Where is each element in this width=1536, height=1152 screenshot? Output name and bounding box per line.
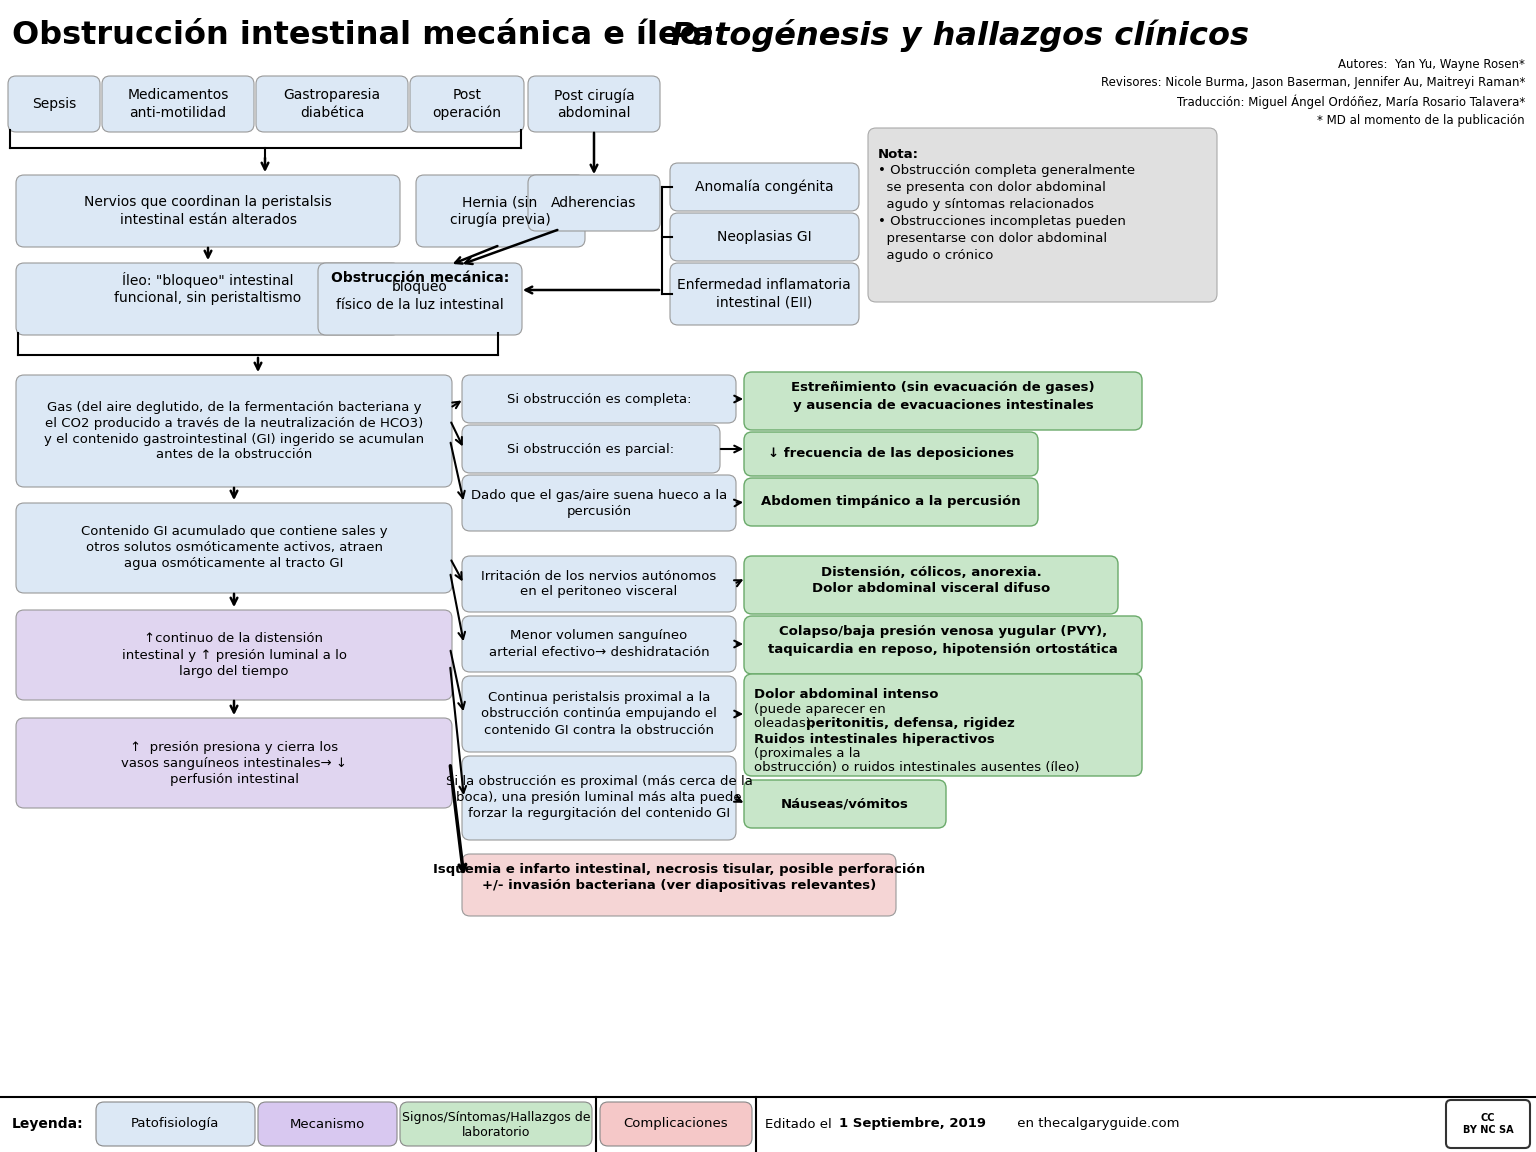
Text: Obstrucción intestinal mecánica e íleo:: Obstrucción intestinal mecánica e íleo:: [12, 20, 725, 51]
Text: (puede aparecer en: (puede aparecer en: [754, 704, 886, 717]
Text: 1 Septiembre, 2019: 1 Septiembre, 2019: [839, 1117, 986, 1130]
Text: Post
operación: Post operación: [433, 88, 501, 120]
FancyBboxPatch shape: [528, 175, 660, 232]
Text: • Obstrucción completa generalmente
  se presenta con dolor abdominal
  agudo y : • Obstrucción completa generalmente se p…: [879, 164, 1135, 262]
Text: Dolor abdominal intenso: Dolor abdominal intenso: [754, 688, 938, 700]
FancyBboxPatch shape: [15, 263, 399, 335]
Text: Si obstrucción es parcial:: Si obstrucción es parcial:: [507, 442, 674, 455]
FancyBboxPatch shape: [743, 616, 1141, 674]
Text: Si la obstrucción es proximal (más cerca de la
boca), una presión luminal más al: Si la obstrucción es proximal (más cerca…: [445, 775, 753, 820]
FancyBboxPatch shape: [258, 1102, 396, 1146]
FancyBboxPatch shape: [868, 128, 1217, 302]
FancyBboxPatch shape: [8, 76, 100, 132]
Text: Neoplasias GI: Neoplasias GI: [717, 230, 811, 244]
Text: Signos/Síntomas/Hallazgos de: Signos/Síntomas/Hallazgos de: [402, 1111, 590, 1123]
Text: Íleo: "bloqueo" intestinal: Íleo: "bloqueo" intestinal: [123, 272, 293, 288]
Text: Complicaciones: Complicaciones: [624, 1117, 728, 1130]
FancyBboxPatch shape: [462, 425, 720, 473]
Text: Anomalía congénita: Anomalía congénita: [694, 180, 834, 195]
FancyBboxPatch shape: [462, 676, 736, 752]
Text: Adherencias: Adherencias: [551, 196, 637, 210]
FancyBboxPatch shape: [743, 372, 1141, 430]
Text: Gastroparesia
diabética: Gastroparesia diabética: [284, 89, 381, 120]
FancyBboxPatch shape: [15, 718, 452, 808]
Text: Post cirugía
abdominal: Post cirugía abdominal: [553, 88, 634, 120]
Text: y ausencia de evacuaciones intestinales: y ausencia de evacuaciones intestinales: [793, 399, 1094, 411]
FancyBboxPatch shape: [670, 213, 859, 262]
Text: Patogénesis y hallazgos clínicos: Patogénesis y hallazgos clínicos: [671, 18, 1249, 52]
Text: (proximales a la: (proximales a la: [754, 748, 860, 760]
FancyBboxPatch shape: [670, 263, 859, 325]
Text: Distensión, cólicos, anorexia.: Distensión, cólicos, anorexia.: [820, 566, 1041, 578]
Text: ↑  presión presiona y cierra los
vasos sanguíneos intestinales→ ↓
perfusión inte: ↑ presión presiona y cierra los vasos sa…: [121, 741, 347, 786]
Text: Patofisiología: Patofisiología: [131, 1117, 220, 1130]
Text: Continua peristalsis proximal a la
obstrucción continúa empujando el
contenido G: Continua peristalsis proximal a la obstr…: [481, 691, 717, 736]
FancyBboxPatch shape: [410, 76, 524, 132]
Text: Obstrucción mecánica:: Obstrucción mecánica:: [330, 271, 508, 285]
Text: Dado que el gas/aire suena hueco a la
percusión: Dado que el gas/aire suena hueco a la pe…: [472, 488, 727, 517]
Text: ↑continuo de la distensión
intestinal y ↑ presión luminal a lo
largo del tiempo: ↑continuo de la distensión intestinal y …: [121, 632, 347, 677]
Text: oleadas),: oleadas),: [754, 718, 819, 730]
FancyBboxPatch shape: [462, 854, 895, 916]
FancyBboxPatch shape: [462, 376, 736, 423]
FancyBboxPatch shape: [601, 1102, 753, 1146]
Text: Gas (del aire deglutido, de la fermentación bacteriana y
el CO2 producido a trav: Gas (del aire deglutido, de la fermentac…: [45, 401, 424, 462]
Text: Náuseas/vómitos: Náuseas/vómitos: [782, 797, 909, 811]
Text: Autores:  Yan Yu, Wayne Rosen*
Revisores: Nicole Burma, Jason Baserman, Jennifer: Autores: Yan Yu, Wayne Rosen* Revisores:…: [1101, 58, 1525, 127]
Text: obstrucción) o ruidos intestinales ausentes (íleo): obstrucción) o ruidos intestinales ausen…: [754, 761, 1080, 774]
FancyBboxPatch shape: [462, 756, 736, 840]
Text: laboratorio: laboratorio: [462, 1127, 530, 1139]
Text: Mecanismo: Mecanismo: [289, 1117, 364, 1130]
FancyBboxPatch shape: [318, 263, 522, 335]
Text: Sepsis: Sepsis: [32, 97, 77, 111]
Text: CC
BY NC SA: CC BY NC SA: [1462, 1113, 1513, 1135]
FancyBboxPatch shape: [462, 616, 736, 672]
Text: Dolor abdominal visceral difuso: Dolor abdominal visceral difuso: [813, 583, 1051, 596]
FancyBboxPatch shape: [15, 503, 452, 593]
Text: Colapso/baja presión venosa yugular (PVY),: Colapso/baja presión venosa yugular (PVY…: [779, 626, 1107, 638]
FancyBboxPatch shape: [15, 175, 399, 247]
Text: Irritación de los nervios autónomos
en el peritoneo visceral: Irritación de los nervios autónomos en e…: [481, 569, 717, 599]
FancyBboxPatch shape: [743, 674, 1141, 776]
Text: ↓ frecuencia de las deposiciones: ↓ frecuencia de las deposiciones: [768, 447, 1014, 461]
FancyBboxPatch shape: [743, 478, 1038, 526]
Text: bloqueo
físico de la luz intestinal: bloqueo físico de la luz intestinal: [336, 280, 504, 312]
Text: Si obstrucción es completa:: Si obstrucción es completa:: [507, 393, 691, 406]
Text: Estreñimiento (sin evacuación de gases): Estreñimiento (sin evacuación de gases): [791, 381, 1095, 394]
Text: en thecalgaryguide.com: en thecalgaryguide.com: [1014, 1117, 1180, 1130]
FancyBboxPatch shape: [15, 611, 452, 700]
FancyBboxPatch shape: [257, 76, 409, 132]
Text: Hernia (sin
cirugía previa): Hernia (sin cirugía previa): [450, 195, 550, 227]
Text: Nervios que coordinan la peristalsis
intestinal están alterados: Nervios que coordinan la peristalsis int…: [84, 196, 332, 227]
FancyBboxPatch shape: [462, 556, 736, 612]
FancyBboxPatch shape: [743, 432, 1038, 476]
Text: Isquemia e infarto intestinal, necrosis tisular, posible perforación
+/- invasió: Isquemia e infarto intestinal, necrosis …: [433, 864, 925, 893]
Text: Editado el: Editado el: [765, 1117, 836, 1130]
Text: Medicamentos
anti-motilidad: Medicamentos anti-motilidad: [127, 89, 229, 120]
Text: funcional, sin peristaltismo: funcional, sin peristaltismo: [114, 291, 301, 305]
FancyBboxPatch shape: [95, 1102, 255, 1146]
FancyBboxPatch shape: [416, 175, 585, 247]
Text: Contenido GI acumulado que contiene sales y
otros solutos osmóticamente activos,: Contenido GI acumulado que contiene sale…: [81, 525, 387, 570]
FancyBboxPatch shape: [743, 780, 946, 828]
Text: Enfermedad inflamatoria
intestinal (EII): Enfermedad inflamatoria intestinal (EII): [677, 279, 851, 310]
Text: Nota:: Nota:: [879, 147, 919, 161]
FancyBboxPatch shape: [670, 162, 859, 211]
Text: taquicardia en reposo, hipotensión ortostática: taquicardia en reposo, hipotensión ortos…: [768, 643, 1118, 655]
Text: peritonitis, defensa, rigidez: peritonitis, defensa, rigidez: [806, 718, 1015, 730]
Text: Menor volumen sanguíneo
arterial efectivo→ deshidratación: Menor volumen sanguíneo arterial efectiv…: [488, 629, 710, 659]
Text: Leyenda:: Leyenda:: [12, 1117, 83, 1131]
FancyBboxPatch shape: [101, 76, 253, 132]
Text: Abdomen timpánico a la percusión: Abdomen timpánico a la percusión: [762, 495, 1021, 508]
FancyBboxPatch shape: [1445, 1100, 1530, 1149]
FancyBboxPatch shape: [743, 556, 1118, 614]
Text: Ruidos intestinales hiperactivos: Ruidos intestinales hiperactivos: [754, 734, 995, 746]
FancyBboxPatch shape: [528, 76, 660, 132]
FancyBboxPatch shape: [462, 475, 736, 531]
FancyBboxPatch shape: [399, 1102, 591, 1146]
FancyBboxPatch shape: [15, 376, 452, 487]
